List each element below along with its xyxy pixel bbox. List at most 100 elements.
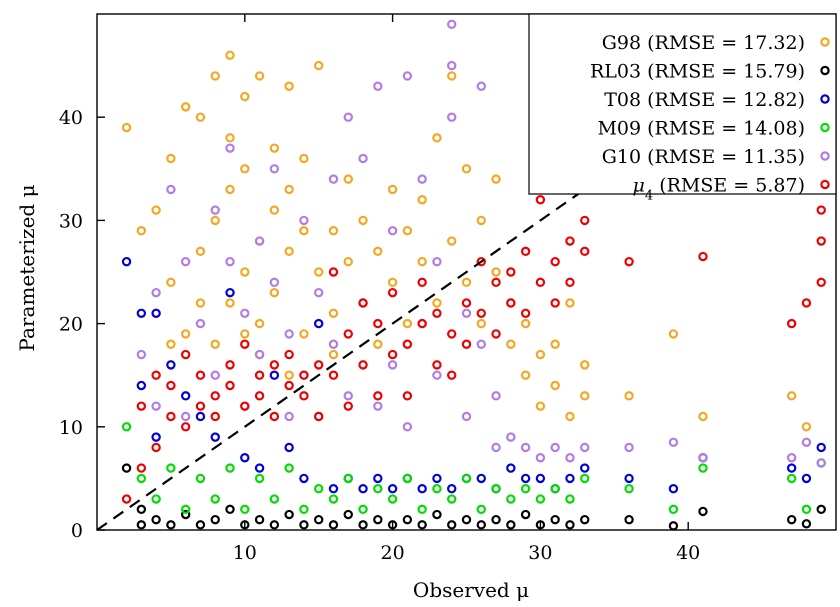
data-point bbox=[240, 453, 250, 463]
data-point bbox=[580, 442, 590, 453]
data-point bbox=[387, 226, 398, 236]
data-point bbox=[786, 463, 797, 473]
points-layer bbox=[121, 19, 826, 531]
data-point bbox=[269, 205, 280, 215]
data-point bbox=[358, 153, 368, 164]
data-point bbox=[698, 251, 708, 262]
data-point bbox=[461, 164, 472, 174]
data-point bbox=[328, 370, 339, 380]
data-point bbox=[225, 360, 235, 370]
data-point bbox=[535, 349, 546, 360]
data-point bbox=[476, 81, 486, 91]
data-point bbox=[121, 256, 132, 267]
data-point bbox=[447, 236, 457, 246]
data-point bbox=[284, 329, 294, 339]
data-point bbox=[387, 287, 398, 298]
data-point bbox=[151, 432, 161, 442]
data-point bbox=[195, 370, 206, 380]
data-point bbox=[225, 504, 235, 515]
data-point bbox=[447, 484, 457, 494]
data-point bbox=[136, 473, 147, 484]
legend-marker bbox=[820, 65, 830, 76]
data-point bbox=[254, 236, 265, 246]
legend-entry: RL03 (RMSE = 15.79) bbox=[590, 61, 805, 83]
data-point bbox=[432, 308, 442, 318]
data-point bbox=[314, 411, 324, 422]
data-point bbox=[343, 401, 353, 411]
data-point bbox=[180, 102, 191, 112]
data-point bbox=[166, 411, 176, 422]
plot-frame bbox=[96, 13, 837, 531]
data-point bbox=[225, 298, 235, 308]
data-point bbox=[343, 174, 353, 184]
data-point bbox=[550, 380, 560, 391]
data-point bbox=[240, 339, 250, 349]
legend-entry: M09 (RMSE = 14.08) bbox=[597, 118, 805, 140]
data-point bbox=[284, 463, 294, 473]
data-point bbox=[816, 277, 826, 288]
data-point bbox=[166, 184, 176, 195]
data-point bbox=[166, 463, 176, 473]
data-point bbox=[269, 520, 280, 530]
data-point bbox=[580, 463, 590, 473]
data-point bbox=[580, 215, 590, 226]
data-point bbox=[343, 329, 353, 339]
legend-marker bbox=[820, 122, 830, 133]
data-point bbox=[786, 473, 797, 484]
data-point bbox=[668, 521, 679, 531]
data-point bbox=[254, 71, 265, 81]
data-point bbox=[402, 339, 413, 349]
data-point bbox=[328, 520, 339, 530]
data-point bbox=[136, 349, 147, 360]
data-point bbox=[786, 391, 797, 401]
data-point bbox=[461, 473, 472, 484]
data-point bbox=[210, 514, 220, 525]
data-point bbox=[786, 318, 797, 329]
data-point bbox=[343, 391, 353, 401]
data-point bbox=[491, 174, 501, 184]
data-point bbox=[801, 504, 812, 515]
data-point bbox=[816, 205, 826, 215]
data-point bbox=[550, 514, 560, 525]
data-point bbox=[402, 514, 413, 525]
data-point bbox=[550, 256, 560, 267]
data-point bbox=[269, 287, 280, 298]
data-point bbox=[151, 370, 161, 380]
data-point bbox=[461, 308, 472, 318]
data-point bbox=[432, 473, 442, 484]
data-point bbox=[801, 437, 812, 447]
data-point bbox=[432, 370, 442, 380]
data-point bbox=[786, 453, 797, 463]
data-point bbox=[151, 494, 161, 504]
data-point bbox=[402, 473, 413, 484]
data-point bbox=[284, 349, 294, 360]
data-point bbox=[180, 329, 191, 339]
y-tick-label: 0 bbox=[71, 520, 83, 542]
data-point bbox=[136, 308, 147, 318]
data-point bbox=[373, 391, 383, 401]
data-point bbox=[417, 174, 427, 184]
data-point bbox=[432, 360, 442, 370]
data-point bbox=[447, 370, 457, 380]
data-point bbox=[491, 484, 501, 494]
data-point bbox=[476, 520, 486, 530]
data-point bbox=[225, 463, 235, 473]
data-point bbox=[210, 432, 220, 442]
data-point bbox=[254, 514, 265, 525]
data-point bbox=[447, 329, 457, 339]
data-point bbox=[210, 411, 220, 422]
data-point bbox=[314, 287, 324, 298]
data-point bbox=[180, 349, 191, 360]
data-point bbox=[565, 411, 575, 422]
legend-box bbox=[528, 13, 837, 195]
data-point bbox=[402, 318, 413, 329]
data-point bbox=[476, 318, 486, 329]
data-point bbox=[343, 256, 353, 267]
data-point bbox=[358, 360, 368, 370]
data-point bbox=[166, 360, 176, 370]
data-point bbox=[801, 473, 812, 484]
data-point bbox=[314, 514, 324, 525]
data-point bbox=[506, 267, 516, 277]
data-point bbox=[269, 411, 280, 422]
